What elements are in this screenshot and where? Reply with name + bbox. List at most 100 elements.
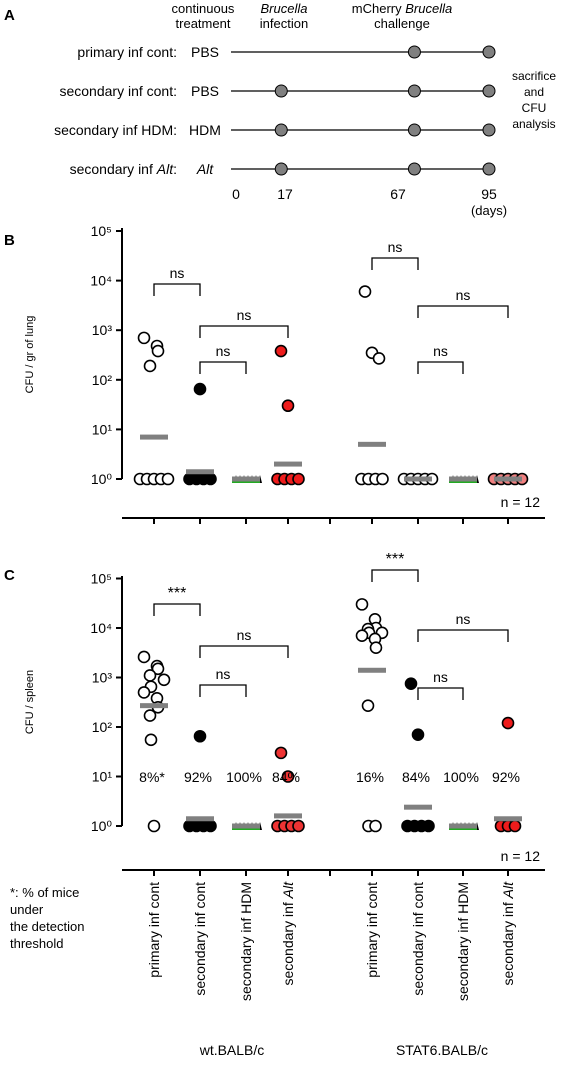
significance-label: *** — [386, 551, 405, 568]
significance-bracket — [199, 325, 289, 338]
timepoint-0: 0 — [232, 186, 240, 202]
significance-bracket — [417, 305, 509, 318]
y-tick-label: 10² — [92, 372, 113, 388]
row-label: primary inf cont: — [77, 44, 177, 60]
sample-size-label: n = 12 — [501, 848, 541, 864]
x-category-text: secondary inf cont — [410, 882, 426, 996]
y-tick-label: 10² — [92, 719, 113, 735]
y-tick-label: 10⁴ — [90, 273, 112, 289]
significance-label: ns — [237, 627, 252, 643]
header-challenge-line1: mCherry Brucella — [352, 1, 452, 16]
data-point — [369, 819, 382, 833]
y-tick-label: 10⁴ — [90, 620, 112, 636]
data-point — [193, 729, 207, 743]
data-point — [147, 819, 161, 833]
percent-label: 8%* — [139, 769, 165, 785]
row-treatment: PBS — [191, 83, 219, 99]
mean-bar — [449, 476, 477, 482]
percent-label: 100% — [443, 769, 479, 785]
x-category-text: secondary inf HDM — [455, 882, 471, 1001]
x-category-text: primary inf cont — [364, 882, 380, 978]
header-infection-line2: infection — [260, 16, 308, 31]
y-tick-label: 10³ — [92, 670, 113, 686]
mean-bar — [232, 476, 260, 482]
x-category-text: secondary inf cont — [192, 882, 208, 996]
data-point — [274, 344, 288, 358]
panel-c: C CFU / spleen 10⁰ 10¹ 10² 10³ 10⁴ 10⁵ 8%* 92% 10… — [4, 551, 545, 876]
timeline-event-dot — [482, 84, 496, 98]
timeline-event-dot — [274, 123, 288, 137]
x-category-text: secondary inf — [500, 898, 516, 985]
data-point — [151, 662, 165, 676]
row-label-text: secondary inf cont: — [59, 83, 177, 99]
timepoint-17: 17 — [277, 186, 293, 202]
y-axis-label: CFU / spleen — [24, 670, 36, 734]
data-point — [143, 359, 157, 373]
x-category-label: secondary inf HDM — [455, 882, 471, 1001]
panel-a: A continuous treatment Brucella infectio… — [4, 1, 556, 218]
row-label: secondary inf cont: — [59, 83, 177, 99]
mean-bar — [186, 816, 214, 822]
row-treatment: HDM — [189, 122, 221, 138]
timeline-event-dot — [407, 162, 421, 176]
significance-label: ns — [456, 287, 471, 303]
mean-bar — [274, 813, 302, 819]
data-point — [151, 344, 165, 358]
footnote-line4: threshold — [10, 936, 63, 951]
significance-label: ns — [216, 666, 231, 682]
timeline-event-dot — [407, 84, 421, 98]
panel-a-label: A — [4, 7, 15, 24]
significance-label: ns — [170, 265, 185, 281]
data-point — [369, 641, 383, 654]
data-point — [404, 677, 418, 690]
data-point — [355, 629, 369, 642]
significance-bracket — [153, 603, 201, 616]
data-point — [361, 699, 375, 712]
data-point — [355, 598, 369, 611]
data-point — [501, 716, 515, 730]
percent-label: 100% — [226, 769, 262, 785]
row-label: secondary inf Alt: — [70, 161, 177, 177]
percent-label: 84% — [402, 769, 430, 785]
row-label-italic: Alt — [156, 161, 174, 177]
timeline-event-dot — [407, 45, 421, 59]
data-point — [358, 285, 372, 298]
y-tick-label: 10³ — [92, 322, 113, 338]
mean-bar — [358, 667, 386, 673]
significance-bracket — [417, 687, 464, 700]
significance-bracket — [417, 629, 509, 642]
panel-b-label: B — [4, 232, 15, 249]
header-continuous-line1: continuous — [172, 1, 235, 16]
row-label-text: secondary inf HDM: — [54, 122, 177, 138]
significance-label: ns — [216, 343, 231, 359]
mean-bar — [232, 823, 260, 829]
panel-b: B CFU / gr of lung 10⁰ 10¹ 10² 10³ 10⁴ 10⁵ ns ns… — [4, 223, 545, 524]
y-tick-label: 10⁵ — [91, 223, 112, 239]
panel-c-label: C — [4, 567, 15, 584]
timeline-event-dot — [482, 162, 496, 176]
chart-lung: CFU / gr of lung 10⁰ 10¹ 10² 10³ 10⁴ 10⁵ ns ns ns… — [24, 223, 545, 524]
row-label-text: secondary inf — [70, 161, 157, 177]
significance-bracket — [199, 361, 247, 374]
data-point — [508, 819, 522, 833]
footnote-line3: the detection — [10, 919, 84, 934]
y-tick-label: 10⁰ — [91, 471, 113, 487]
chart-spleen: CFU / spleen 10⁰ 10¹ 10² 10³ 10⁴ 10⁵ 8%* 92% 100%… — [24, 551, 545, 876]
x-category-label: secondary inf cont — [410, 882, 426, 996]
side-note-line1: sacrifice — [512, 69, 556, 83]
mean-bar — [274, 461, 302, 467]
significance-bracket — [199, 645, 289, 658]
header-infection-line1: Brucella — [261, 1, 308, 16]
mean-bar — [404, 804, 432, 810]
data-point — [376, 472, 389, 486]
side-note-line3: CFU — [522, 101, 547, 115]
y-tick-label: 10⁰ — [91, 818, 113, 834]
data-point — [372, 352, 386, 365]
timeline-event-dot — [407, 123, 421, 137]
significance-bracket — [371, 257, 419, 270]
timeline-rows: primary inf cont: PBS secondary inf cont: P… — [54, 44, 496, 177]
x-category-label: secondary inf Alt — [280, 881, 296, 986]
x-axis-labels: primary inf cont secondary inf cont second… — [146, 881, 516, 1001]
footnote: *: % of mice under the detection thresho… — [10, 885, 84, 951]
